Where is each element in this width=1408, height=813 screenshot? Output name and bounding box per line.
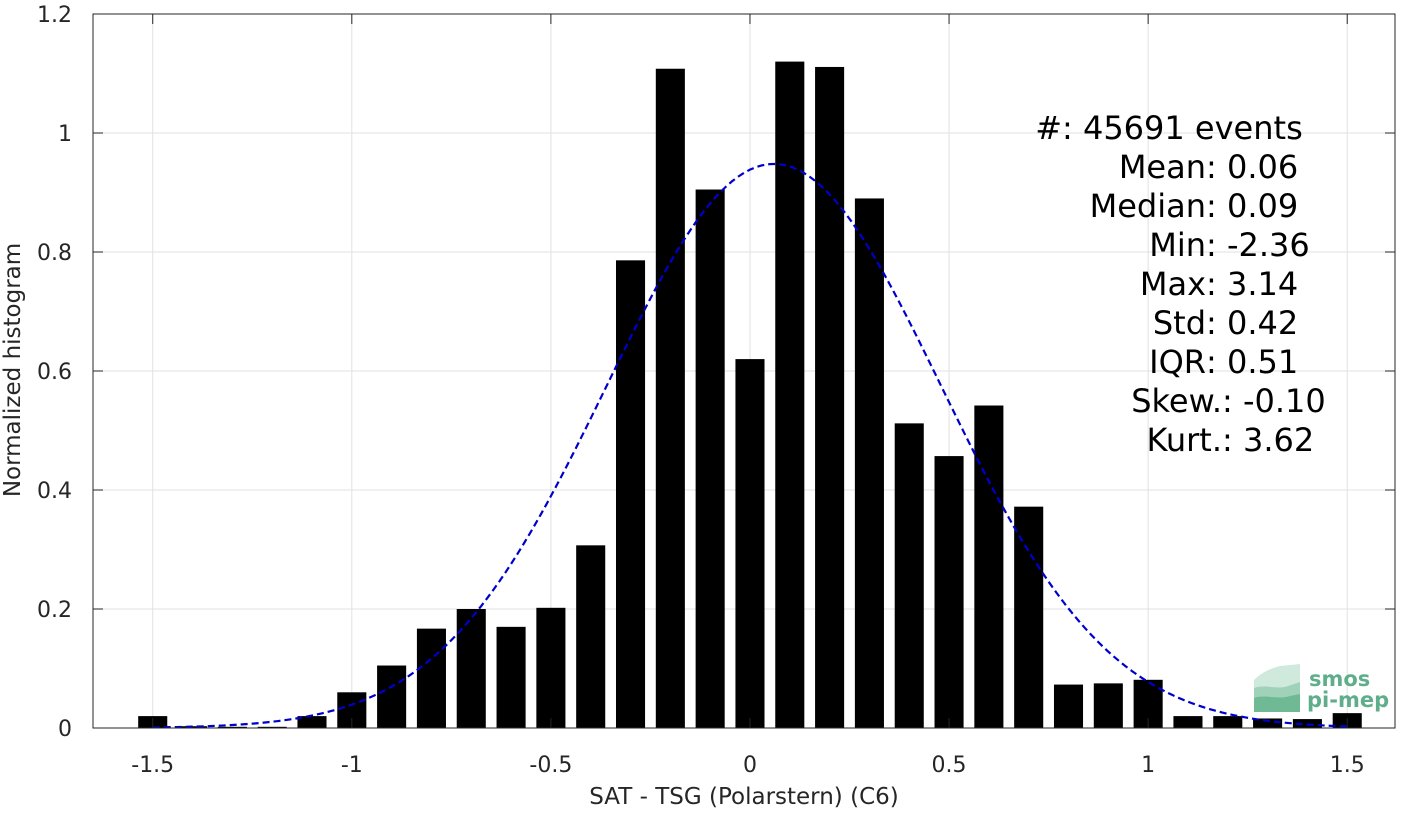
y-axis-title: Normalized histogram — [0, 243, 26, 497]
histogram-bar — [217, 726, 247, 728]
stat-value: : 3.62 — [1222, 421, 1314, 459]
histogram-bar — [456, 609, 486, 728]
histogram-bar — [815, 66, 845, 728]
stat-value: : -2.36 — [1206, 226, 1310, 264]
smos-pi-mep-logo: smos pi-mep — [1254, 664, 1389, 712]
stat-label: Min — [1149, 226, 1206, 264]
axis-ticks — [93, 13, 1395, 729]
stat-value: : 0.09 — [1206, 187, 1298, 225]
histogram-bar — [974, 405, 1004, 728]
histogram-bar — [735, 359, 765, 728]
stat-label: Std — [1153, 304, 1206, 342]
x-tick-label: 1 — [1141, 753, 1155, 778]
histogram-bar — [854, 198, 884, 728]
histogram-bar — [1213, 716, 1243, 728]
x-tick-label: -0.5 — [529, 753, 572, 778]
stat-value: : -0.10 — [1222, 382, 1326, 420]
x-tick-label: 0.5 — [932, 753, 967, 778]
y-tick-label: 0 — [58, 717, 72, 742]
histogram-bar — [536, 607, 566, 728]
x-axis-tick-labels: -1.5 -1 -0.5 0 0.5 1 1.5 — [131, 753, 1364, 778]
y-axis-tick-labels: 0 0.2 0.4 0.6 0.8 1 1.2 — [37, 3, 72, 742]
histogram-bar — [297, 716, 327, 728]
histogram-bar — [576, 545, 606, 728]
logo-text-smos: smos — [1309, 667, 1370, 691]
wave-icon — [1254, 664, 1300, 712]
histogram-bar — [416, 628, 446, 728]
y-tick-label: 1 — [58, 122, 72, 147]
stat-label: Skew. — [1131, 382, 1222, 420]
stat-value: : 0.42 — [1206, 304, 1298, 342]
logo-text-pi-mep: pi-mep — [1307, 688, 1389, 712]
histogram-bar — [1093, 683, 1123, 728]
stat-label: Kurt. — [1146, 421, 1222, 459]
stat-label: IQR — [1149, 343, 1206, 381]
stat-value: : 45691 events — [1062, 109, 1303, 147]
x-tick-label: 0 — [743, 753, 757, 778]
x-tick-label: -1.5 — [131, 753, 174, 778]
stat-label: # — [1035, 109, 1062, 147]
histogram-bar — [1014, 506, 1044, 728]
histogram-bar — [1173, 716, 1203, 728]
stat-label: Median — [1090, 187, 1206, 225]
stat-value: : 0.06 — [1206, 148, 1298, 186]
histogram-bar — [1253, 718, 1283, 728]
histogram-bar — [775, 61, 805, 729]
histogram-bar — [496, 626, 526, 728]
x-axis-title: SAT - TSG (Polarstern) (C6) — [589, 784, 898, 809]
y-tick-label: 0.2 — [37, 598, 72, 623]
stat-value: : 0.51 — [1206, 343, 1298, 381]
histogram-bar — [615, 260, 646, 728]
histogram-bar — [894, 423, 924, 728]
y-tick-label: 0.6 — [37, 360, 72, 385]
x-tick-label: 1.5 — [1330, 753, 1365, 778]
histogram-bar — [695, 189, 725, 728]
stat-value: : 3.14 — [1206, 265, 1298, 303]
y-tick-label: 1.2 — [37, 3, 72, 28]
histogram-bar — [377, 665, 407, 728]
stat-label: Mean — [1119, 148, 1206, 186]
normal-fit-curve — [152, 162, 1348, 729]
x-tick-label: -1 — [341, 753, 363, 778]
histogram-bar — [655, 68, 685, 729]
y-tick-label: 0.8 — [37, 241, 72, 266]
y-tick-label: 0.4 — [37, 479, 72, 504]
histogram-bar — [1053, 684, 1084, 728]
histogram-bar — [257, 726, 287, 728]
histogram-bar — [934, 456, 964, 728]
stat-label: Max — [1140, 265, 1206, 303]
